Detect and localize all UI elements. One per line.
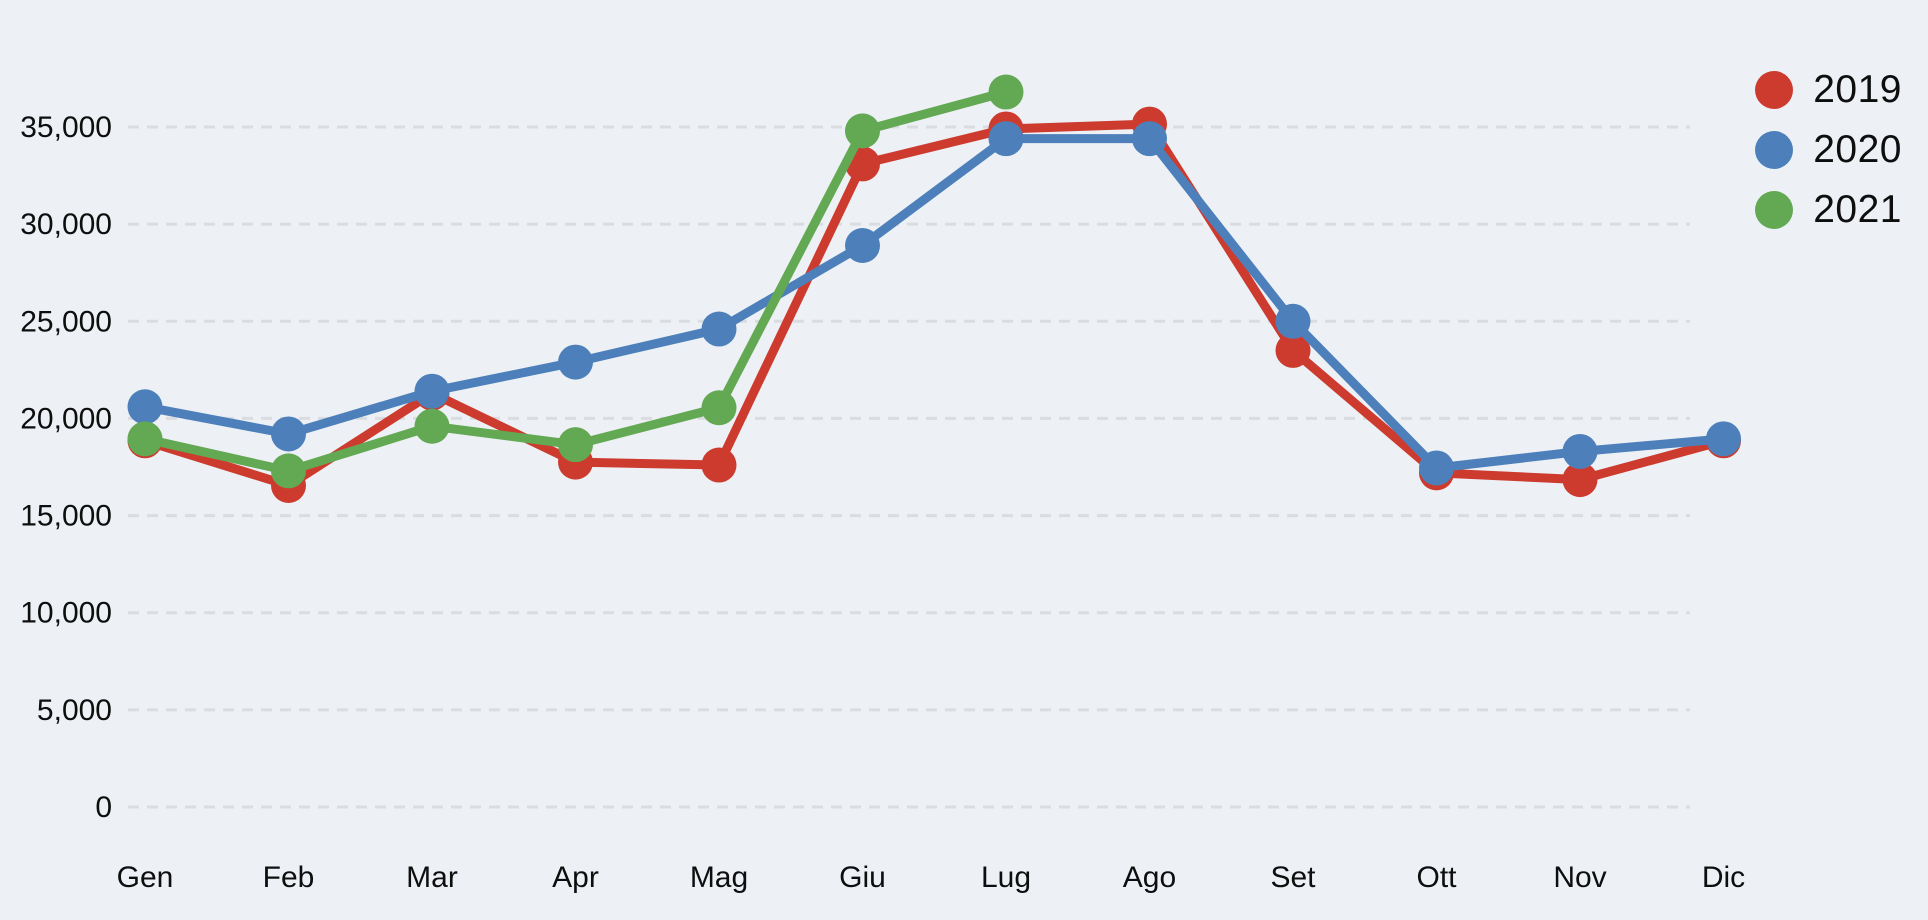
data-point-2021 <box>988 74 1024 110</box>
series-line-2019 <box>140 119 1728 490</box>
data-point-2020 <box>1562 433 1598 469</box>
y-tick-label: 5,000 <box>37 694 112 727</box>
data-point-2020 <box>988 121 1024 157</box>
x-tick-label: Nov <box>1553 861 1606 894</box>
y-tick-label: 20,000 <box>20 402 112 435</box>
x-tick-label: Set <box>1270 861 1316 894</box>
data-point-2021 <box>271 453 306 489</box>
y-tick-label: 30,000 <box>20 208 112 241</box>
x-tick-label: Dic <box>1702 861 1745 894</box>
x-tick-label: Apr <box>552 861 599 894</box>
y-tick-label: 15,000 <box>20 500 112 533</box>
legend-item-2019[interactable]: 2019 <box>1755 70 1902 109</box>
x-tick-label: Feb <box>263 861 315 894</box>
x-tick-label: Gen <box>117 861 174 894</box>
data-point-2019 <box>1275 332 1311 368</box>
y-tick-label: 10,000 <box>20 597 112 630</box>
legend-swatch-2020 <box>1755 130 1794 169</box>
legend-swatch-2021 <box>1755 190 1794 229</box>
series-line-2021 <box>140 87 1011 476</box>
x-tick-label: Ago <box>1123 861 1176 894</box>
legend: 2019 2020 2021 <box>1755 70 1902 229</box>
x-tick-label: Giu <box>839 861 886 894</box>
x-tick-label: Ott <box>1416 861 1457 894</box>
data-point-2020 <box>701 311 737 347</box>
data-point-2020 <box>127 389 163 425</box>
legend-label-2021: 2021 <box>1813 188 1902 231</box>
data-point-2020 <box>845 228 880 264</box>
data-point-2020 <box>558 344 593 380</box>
data-point-2020 <box>1132 121 1167 157</box>
data-point-2019 <box>1562 462 1598 498</box>
data-point-2020 <box>1706 421 1741 457</box>
series-line-2020 <box>140 134 1728 473</box>
data-point-2021 <box>845 113 880 149</box>
y-tick-label: 35,000 <box>20 111 112 144</box>
legend-item-2020[interactable]: 2020 <box>1755 130 1902 169</box>
data-point-2021 <box>414 408 450 444</box>
legend-item-2021[interactable]: 2021 <box>1755 190 1902 229</box>
data-point-2021 <box>127 421 163 457</box>
data-point-2020 <box>1419 450 1454 486</box>
data-point-2021 <box>558 427 593 463</box>
x-tick-label: Mag <box>690 861 748 894</box>
y-tick-label: 25,000 <box>20 305 112 338</box>
x-tick-label: Mar <box>406 861 458 894</box>
data-point-2020 <box>414 373 450 409</box>
x-tick-label: Lug <box>981 861 1031 894</box>
legend-label-2019: 2019 <box>1813 68 1902 111</box>
legend-swatch-2019 <box>1755 70 1794 109</box>
data-point-2019 <box>701 447 737 483</box>
data-point-2021 <box>701 390 737 426</box>
data-point-2020 <box>271 416 306 452</box>
legend-label-2020: 2020 <box>1813 128 1902 171</box>
y-tick-label: 0 <box>95 791 112 824</box>
data-point-2020 <box>1275 303 1311 339</box>
